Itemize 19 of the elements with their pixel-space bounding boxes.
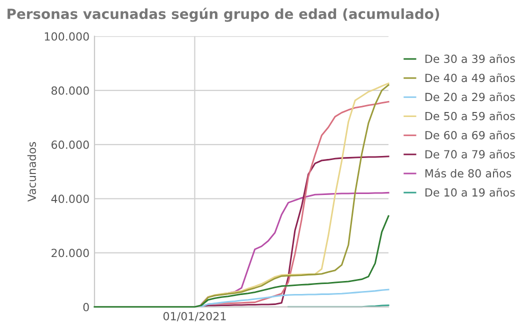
legend-label: Más de 80 años	[425, 168, 512, 178]
y-tick-label: 80.000	[52, 86, 89, 95]
line-series	[200, 288, 390, 308]
line-series	[200, 192, 390, 305]
y-tick-label: 20.000	[52, 248, 89, 258]
chart-title: Personas vacunadas según grupo de edad (acumulado)	[8, 8, 440, 22]
y-tick-label: 100.000	[44, 32, 89, 41]
x-tick-label: 01/01/2021	[163, 312, 226, 322]
y-axis-title: Vacunados	[27, 142, 36, 202]
legend-label: De 70 a 79 años	[425, 150, 515, 158]
y-tick-label: 40.000	[51, 194, 89, 204]
legend-label: De 30 a 39 años	[425, 54, 515, 64]
y-tick-label: 0	[83, 302, 89, 312]
legend-label: De 50 a 59 años	[425, 111, 515, 120]
y-tick-label: 60.000	[52, 140, 89, 149]
legend-label: De 40 a 49 años	[425, 73, 515, 82]
legend-label: De 10 a 19 años	[425, 188, 515, 197]
legend-label: De 20 a 29 años	[425, 92, 515, 102]
legend-label: De 60 a 69 años	[425, 130, 515, 140]
